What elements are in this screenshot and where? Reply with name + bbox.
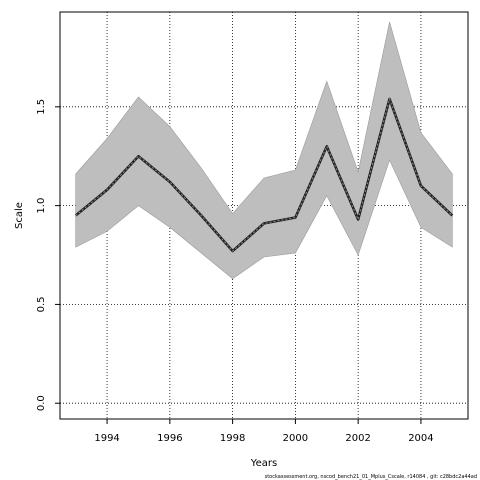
footer-note: stockassessment.org, nscod_bench21_01_Mp… — [265, 474, 477, 480]
x-tick-label: 1994 — [94, 433, 119, 444]
y-tick-label: 1.5 — [36, 99, 47, 115]
x-axis: 1994 1996 1998 2000 2002 2004 — [94, 419, 434, 444]
x-tick-label: 2004 — [408, 433, 433, 444]
x-axis-title: Years — [250, 458, 277, 469]
x-tick-label: 1996 — [157, 433, 182, 444]
plot-frame — [59, 11, 469, 420]
estimate-line-dots — [75, 97, 453, 252]
y-tick-label: 0.5 — [36, 296, 47, 312]
confidence-band — [75, 21, 453, 280]
y-axis: 0.0 0.5 1.0 1.5 — [36, 99, 60, 411]
y-tick-label: 1.0 — [36, 198, 47, 214]
y-tick-label: 0.0 — [36, 395, 47, 411]
y-axis-title: Scale — [14, 202, 25, 229]
x-tick-label: 1998 — [220, 433, 245, 444]
x-tick-label: 2000 — [283, 433, 308, 444]
x-tick-label: 2002 — [345, 433, 370, 444]
